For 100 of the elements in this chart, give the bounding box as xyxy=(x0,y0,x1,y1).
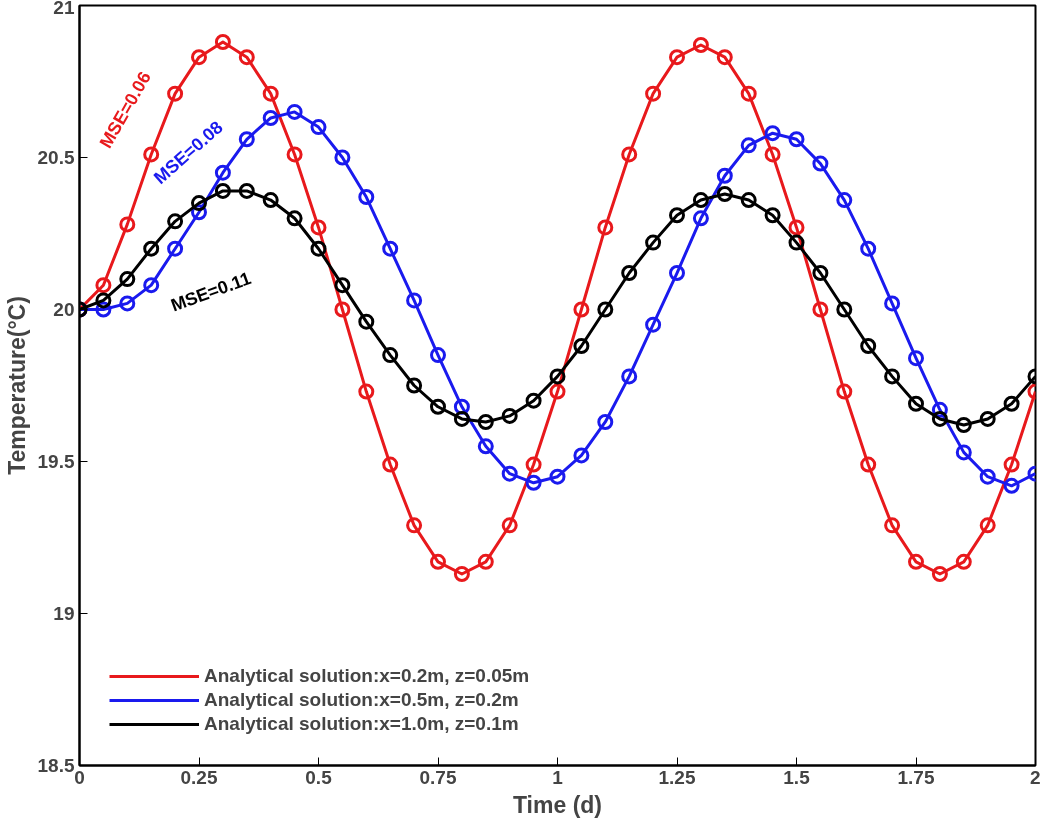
point xyxy=(501,517,518,534)
point xyxy=(406,517,423,534)
point xyxy=(167,240,184,257)
point xyxy=(358,189,375,206)
point xyxy=(645,316,662,333)
point xyxy=(836,192,853,209)
y-tick-label: 21 xyxy=(53,0,75,18)
x-tick-label: 0.5 xyxy=(305,766,333,788)
point xyxy=(1003,395,1020,412)
point xyxy=(788,234,805,251)
y-tick-label: 18.5 xyxy=(37,755,75,776)
point xyxy=(238,49,255,66)
point xyxy=(453,565,470,582)
point xyxy=(836,301,853,318)
point xyxy=(812,265,829,282)
point xyxy=(597,219,614,236)
point xyxy=(812,155,829,172)
point xyxy=(884,368,901,385)
x-axis-title: Time (d) xyxy=(512,791,603,818)
point xyxy=(788,131,805,148)
x-tick-label: 1.25 xyxy=(658,766,696,788)
legend-label: Analytical solution:x=0.2m, z=0.05m xyxy=(204,665,530,687)
x-tick-label: 2 xyxy=(1029,766,1041,788)
point xyxy=(955,553,972,570)
point xyxy=(430,553,446,570)
point xyxy=(310,119,327,136)
point xyxy=(119,295,136,312)
y-tick-label: 19 xyxy=(53,603,75,624)
point xyxy=(979,517,996,534)
point xyxy=(884,517,901,534)
point xyxy=(477,553,494,570)
point xyxy=(95,292,112,309)
point xyxy=(262,192,279,209)
point xyxy=(286,210,303,227)
point xyxy=(214,33,231,50)
point xyxy=(430,347,446,364)
point xyxy=(908,350,924,367)
x-tick-label: 1 xyxy=(552,766,564,788)
point xyxy=(860,337,877,354)
point xyxy=(310,219,327,236)
point xyxy=(931,565,948,582)
point xyxy=(406,377,423,394)
y-axis-title: Temperature(°C) xyxy=(3,296,30,475)
point xyxy=(262,109,279,126)
point xyxy=(740,85,757,102)
point xyxy=(621,265,638,282)
point xyxy=(358,383,375,400)
point xyxy=(430,398,446,415)
point xyxy=(764,146,781,163)
point xyxy=(645,234,662,251)
point xyxy=(191,49,207,66)
x-tick-label: 1.75 xyxy=(897,766,935,788)
point xyxy=(716,49,733,66)
point xyxy=(501,407,518,424)
point xyxy=(740,192,757,209)
point xyxy=(884,295,901,312)
point xyxy=(1003,456,1020,473)
point xyxy=(1003,477,1020,494)
x-tick-label: 0.25 xyxy=(180,766,218,788)
point xyxy=(908,395,924,412)
point xyxy=(214,182,231,199)
point xyxy=(382,456,399,473)
point xyxy=(167,213,184,230)
point xyxy=(573,337,590,354)
point xyxy=(525,392,542,409)
point xyxy=(812,301,829,318)
x-tick-label: 0.75 xyxy=(419,766,457,788)
point xyxy=(860,456,877,473)
point xyxy=(549,383,566,400)
point xyxy=(477,413,494,430)
point xyxy=(836,383,853,400)
point xyxy=(119,271,136,288)
point xyxy=(573,447,590,464)
point xyxy=(597,413,614,430)
point xyxy=(167,85,184,102)
point xyxy=(143,277,160,294)
point xyxy=(310,240,327,257)
point xyxy=(597,301,614,318)
point xyxy=(525,456,542,473)
point xyxy=(764,125,781,142)
point xyxy=(453,410,470,427)
x-tick-label: 1.5 xyxy=(783,766,811,788)
point xyxy=(716,185,733,202)
point xyxy=(501,465,518,482)
y-tick-label: 19.5 xyxy=(37,451,75,472)
point xyxy=(334,149,351,166)
point xyxy=(692,210,709,227)
point xyxy=(716,167,733,184)
point xyxy=(477,438,494,455)
point xyxy=(382,347,399,364)
point xyxy=(740,137,757,154)
point xyxy=(645,85,662,102)
point xyxy=(931,410,948,427)
point xyxy=(979,410,996,427)
point xyxy=(549,368,566,385)
point xyxy=(669,49,685,66)
y-tick-label: 20.5 xyxy=(37,147,75,168)
x-tick-label: 0 xyxy=(74,766,85,788)
point xyxy=(621,368,638,385)
point xyxy=(525,474,542,491)
